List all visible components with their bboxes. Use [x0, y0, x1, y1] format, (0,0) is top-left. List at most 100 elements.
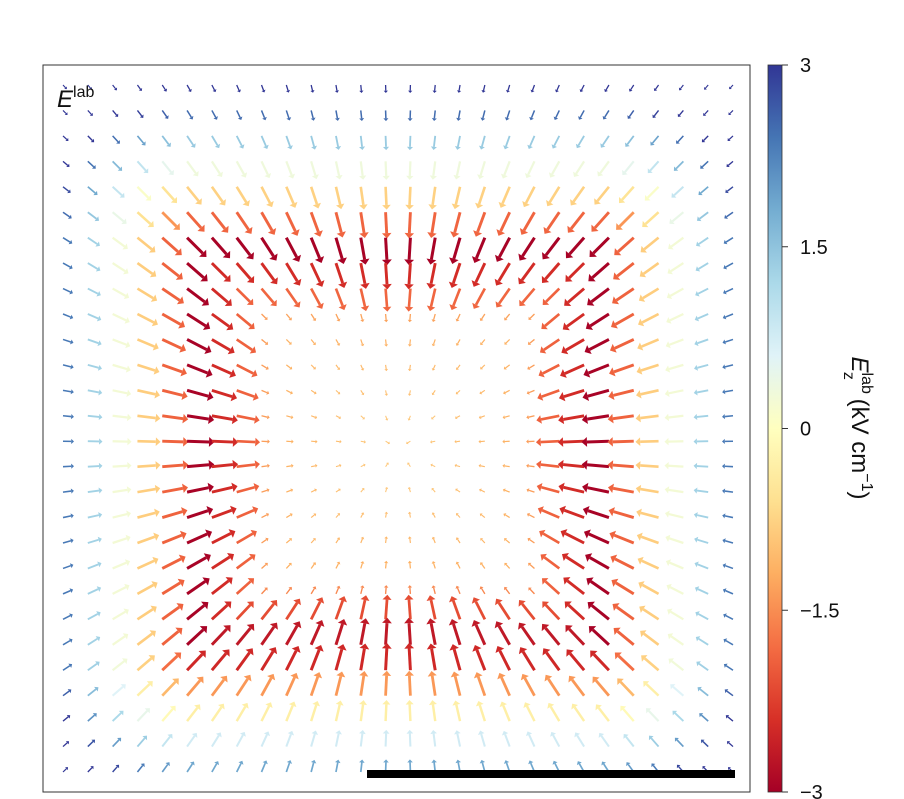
quiver-arrow-shaft — [62, 665, 71, 671]
quiver-arrow-head — [139, 114, 144, 118]
quiver-arrow-shaft — [186, 707, 199, 722]
quiver-arrow-shaft — [529, 539, 535, 544]
quiver-arrow-shaft — [111, 660, 125, 672]
quiver-arrow-head — [616, 223, 623, 230]
quiver-arrow-head — [456, 513, 459, 516]
quiver-arrow-head — [723, 613, 727, 618]
quiver-arrow-shaft — [136, 312, 155, 324]
quiver-arrow-shaft — [360, 364, 364, 370]
quiver-arrow-head — [665, 534, 671, 542]
quiver-arrow-shaft — [669, 561, 684, 570]
quiver-arrow-head — [246, 601, 254, 609]
quiver-arrow-shaft — [615, 287, 635, 302]
quiver-arrow-head — [93, 190, 98, 196]
quiver-arrow-shaft — [456, 313, 461, 320]
quiver-arrow-shaft — [528, 734, 536, 747]
quiver-arrow-shaft — [384, 186, 388, 206]
quiver-arrow-head — [181, 507, 188, 517]
quiver-arrow-head — [448, 281, 458, 289]
quiver-arrow-shaft — [522, 211, 536, 232]
quiver-arrow-shaft — [562, 439, 585, 444]
quiver-arrow-shaft — [576, 734, 585, 748]
quiver-arrow-shaft — [409, 339, 412, 345]
quiver-arrow-head — [527, 537, 531, 542]
quiver-arrow-shaft — [285, 186, 295, 205]
quiver-arrow-shaft — [112, 312, 127, 322]
quiver-arrow-shaft — [112, 766, 118, 773]
quiver-arrow-shaft — [505, 135, 511, 147]
quiver-arrow-head — [334, 90, 340, 93]
quiver-arrow-shaft — [587, 509, 610, 519]
quiver-arrow-head — [665, 559, 672, 567]
quiver-arrow-shaft — [359, 599, 367, 620]
quiver-arrow-shaft — [698, 236, 709, 245]
quiver-arrow-shaft — [621, 185, 635, 201]
quiver-arrow-shaft — [384, 623, 389, 645]
quiver-arrow-head — [385, 418, 389, 421]
quiver-arrow-head — [518, 600, 526, 607]
quiver-arrow-head — [94, 216, 100, 222]
quiver-arrow-head — [694, 536, 699, 543]
quiver-arrow-shaft — [592, 236, 610, 255]
quiver-arrow-head — [70, 414, 74, 420]
quiver-arrow-shaft — [384, 212, 389, 234]
quiver-arrow-head — [610, 554, 618, 564]
quiver-arrow-shaft — [260, 135, 267, 147]
quiver-arrow-shaft — [433, 563, 436, 569]
quiver-arrow-head — [190, 143, 196, 148]
quiver-arrow-shaft — [360, 390, 364, 394]
quiver-arrow-shaft — [431, 186, 437, 206]
quiver-arrow-head — [116, 140, 120, 144]
quiver-arrow-head — [155, 461, 161, 470]
quiver-arrow-head — [261, 89, 266, 93]
quiver-arrow-shaft — [587, 486, 610, 494]
colorbar-tick-label: −1.5 — [800, 600, 839, 622]
quiver-arrow-shaft — [504, 465, 510, 468]
quiver-arrow-head — [722, 314, 727, 320]
quiver-arrow-shaft — [310, 135, 315, 147]
quiver-arrow-shaft — [520, 262, 536, 281]
quiver-arrow-head — [382, 306, 392, 312]
quiver-arrow-shaft — [727, 716, 734, 722]
quiver-arrow-head — [386, 462, 389, 465]
quiver-arrow-head — [611, 578, 619, 587]
quiver-arrow-head — [528, 587, 532, 591]
quiver-arrow-head — [312, 342, 316, 346]
quiver-arrow-shaft — [211, 84, 216, 91]
quiver-arrow-shaft — [640, 464, 659, 468]
quiver-arrow-head — [407, 462, 410, 465]
quiver-arrow-head — [587, 297, 595, 306]
quiver-arrow-head — [456, 117, 462, 121]
quiver-arrow-head — [165, 762, 170, 767]
quiver-arrow-head — [636, 366, 643, 375]
quiver-arrow-head — [122, 658, 128, 665]
quiver-arrow-head — [289, 201, 298, 208]
quiver-arrow-shaft — [236, 414, 256, 421]
quiver-arrow-shaft — [235, 706, 247, 722]
quiver-arrow-shaft — [481, 364, 486, 369]
quiver-arrow-shaft — [161, 261, 180, 278]
quiver-arrow-shaft — [236, 485, 256, 494]
quiver-arrow-head — [68, 264, 73, 270]
quiver-arrow-head — [166, 142, 171, 147]
quiver-arrow-shaft — [641, 583, 660, 596]
quiver-arrow-shaft — [528, 415, 535, 418]
quiver-arrow-head — [92, 713, 97, 718]
quiver-arrow-shaft — [597, 707, 610, 722]
quiver-arrow-shaft — [480, 415, 486, 418]
quiver-arrow-head — [150, 294, 158, 302]
quiver-arrow-shaft — [62, 639, 71, 646]
quiver-arrow-head — [265, 512, 270, 517]
quiver-arrow-shaft — [648, 710, 660, 722]
quiver-arrow-shaft — [641, 559, 660, 570]
quiver-arrow-shaft — [579, 110, 585, 118]
quiver-arrow-shaft — [310, 489, 316, 493]
quiver-arrow-shaft — [521, 603, 536, 621]
quiver-arrow-head — [451, 203, 461, 210]
quiver-arrow-head — [427, 670, 437, 677]
quiver-arrow-shaft — [186, 338, 208, 351]
quiver-arrow-head — [312, 586, 317, 590]
quiver-arrow-head — [665, 341, 671, 349]
quiver-arrow-shaft — [161, 211, 178, 228]
quiver-arrow-head — [551, 144, 557, 149]
